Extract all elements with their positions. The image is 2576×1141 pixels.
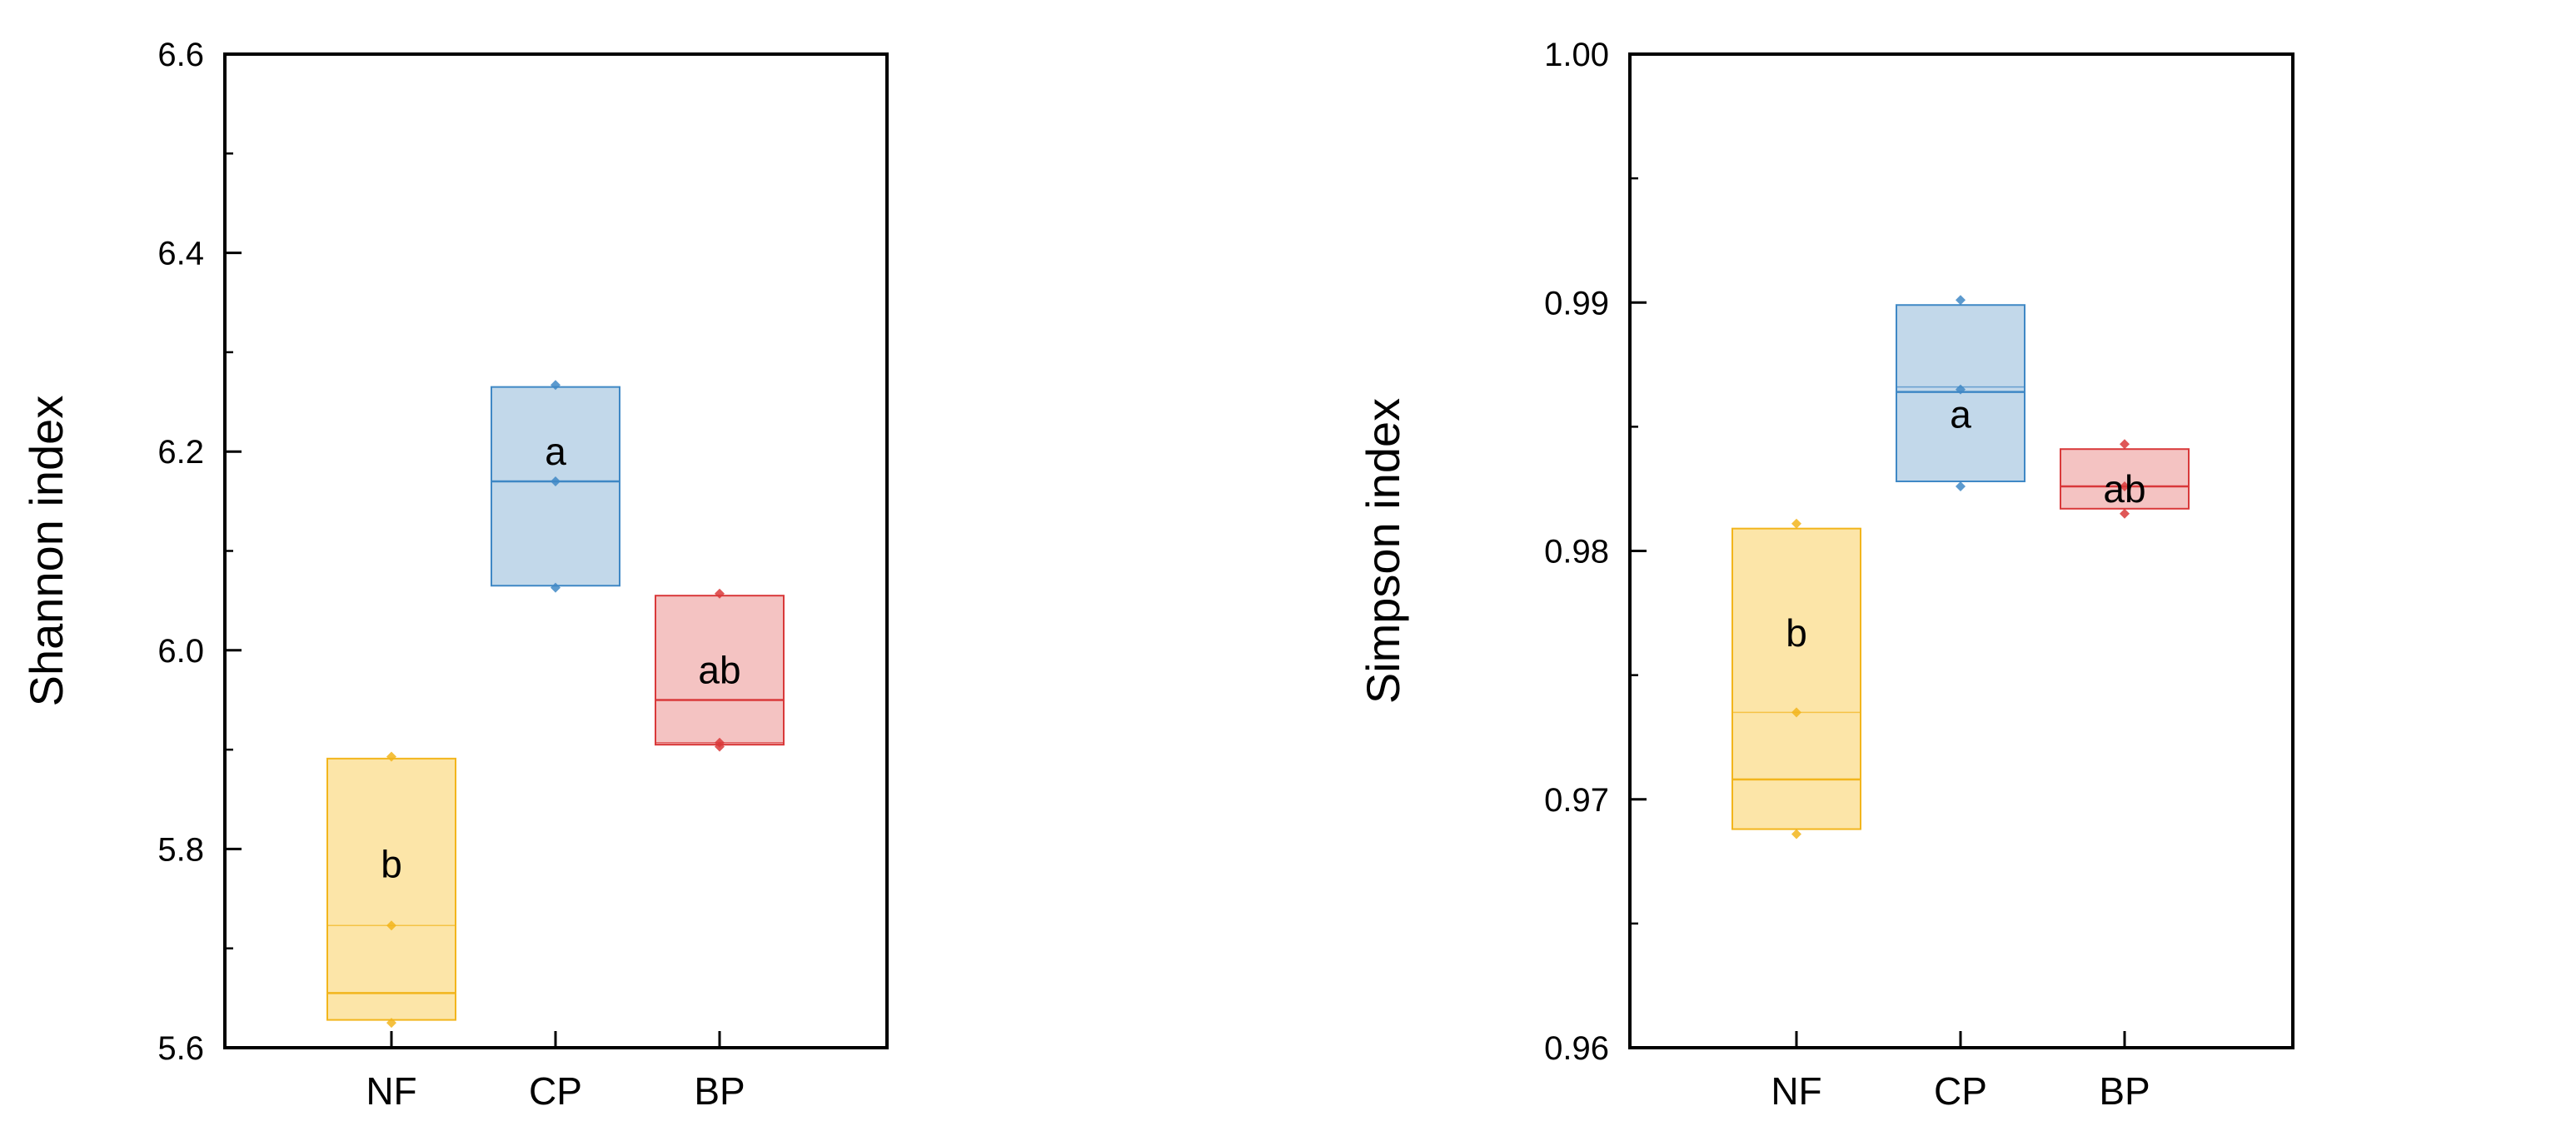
box-NF xyxy=(326,757,456,1021)
x-category-label-NF: NF xyxy=(1771,1069,1821,1113)
y-axis-title: Simpson index xyxy=(1357,398,1409,704)
shannon-panel: b a ab 5.6 5.8 6.0 6.2 6.4 6.6 NF CP BP Shannon inde… xyxy=(20,37,889,1113)
data-point-BP xyxy=(2120,439,2130,450)
x-category-label-CP: CP xyxy=(529,1069,582,1113)
y-tick-label: 6.4 xyxy=(157,236,204,272)
x-category-label-NF: NF xyxy=(366,1069,416,1113)
y-tick-label: 6.6 xyxy=(157,37,204,73)
simpson-panel: b a ab 0.96 0.97 0.98 0.99 1.00 NF CP BP Simpson in… xyxy=(1357,37,2294,1113)
data-point-NF xyxy=(1791,707,1801,718)
data-point-NF xyxy=(386,751,396,762)
data-point-CP xyxy=(551,582,561,593)
significance-label-CP: a xyxy=(1950,392,1971,436)
box-BP xyxy=(655,595,785,746)
data-point-NF xyxy=(1791,829,1801,840)
y-tick-label: 0.99 xyxy=(1544,285,1609,321)
data-point-CP xyxy=(1956,295,1966,306)
x-category-label-CP: CP xyxy=(1934,1069,1987,1113)
data-point-CP xyxy=(1956,384,1966,395)
y-tick-label: 0.98 xyxy=(1544,534,1609,570)
data-point-BP xyxy=(2120,508,2130,519)
y-tick-label: 6.2 xyxy=(157,434,204,471)
box-NF xyxy=(1731,527,1861,830)
data-point-NF xyxy=(386,920,396,931)
data-point-BP xyxy=(2120,481,2130,491)
box-BP xyxy=(2060,448,2190,510)
y-tick-label: 1.00 xyxy=(1544,37,1609,73)
significance-label-BP: ab xyxy=(2103,467,2145,511)
significance-label-NF: b xyxy=(1786,611,1807,655)
y-tick-label: 5.8 xyxy=(157,831,204,868)
data-point-CP xyxy=(1956,481,1966,491)
data-point-BP xyxy=(715,588,725,599)
significance-label-NF: b xyxy=(381,842,402,885)
data-point-NF xyxy=(386,1018,396,1029)
x-category-label-BP: BP xyxy=(2099,1069,2150,1113)
significance-label-CP: a xyxy=(545,430,566,473)
x-category-label-BP: BP xyxy=(694,1069,745,1113)
y-tick-label: 5.6 xyxy=(157,1030,204,1067)
data-point-CP xyxy=(551,476,561,486)
significance-label-BP: ab xyxy=(698,649,740,692)
data-point-NF xyxy=(1791,518,1801,529)
y-axis-title: Shannon index xyxy=(20,396,72,707)
data-point-BP xyxy=(715,737,725,748)
data-point-CP xyxy=(551,380,561,391)
y-tick-label: 6.0 xyxy=(157,633,204,670)
plot-frame xyxy=(1628,52,2294,1049)
y-tick-label: 0.97 xyxy=(1544,782,1609,819)
y-tick-label: 0.96 xyxy=(1544,1030,1609,1067)
